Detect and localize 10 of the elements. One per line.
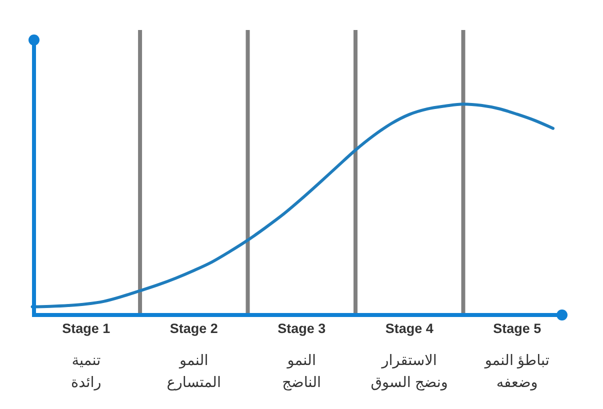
text: النمو المتسارع xyxy=(166,353,222,391)
text: تباطؤ النمو وضعفه xyxy=(484,353,550,391)
text: تنمية رائدة xyxy=(71,353,102,391)
x-tick-label: Stage 5 xyxy=(493,321,542,336)
x-tick-label: Stage 1 xyxy=(62,321,111,336)
x-tick-label: Stage 3 xyxy=(278,321,326,336)
text: الاستقرار ونضج السوق xyxy=(370,353,448,391)
x-tick-label: Stage 4 xyxy=(385,321,434,336)
text: النمو الناضج xyxy=(282,353,322,391)
x-tick-label: Stage 2 xyxy=(170,321,218,336)
